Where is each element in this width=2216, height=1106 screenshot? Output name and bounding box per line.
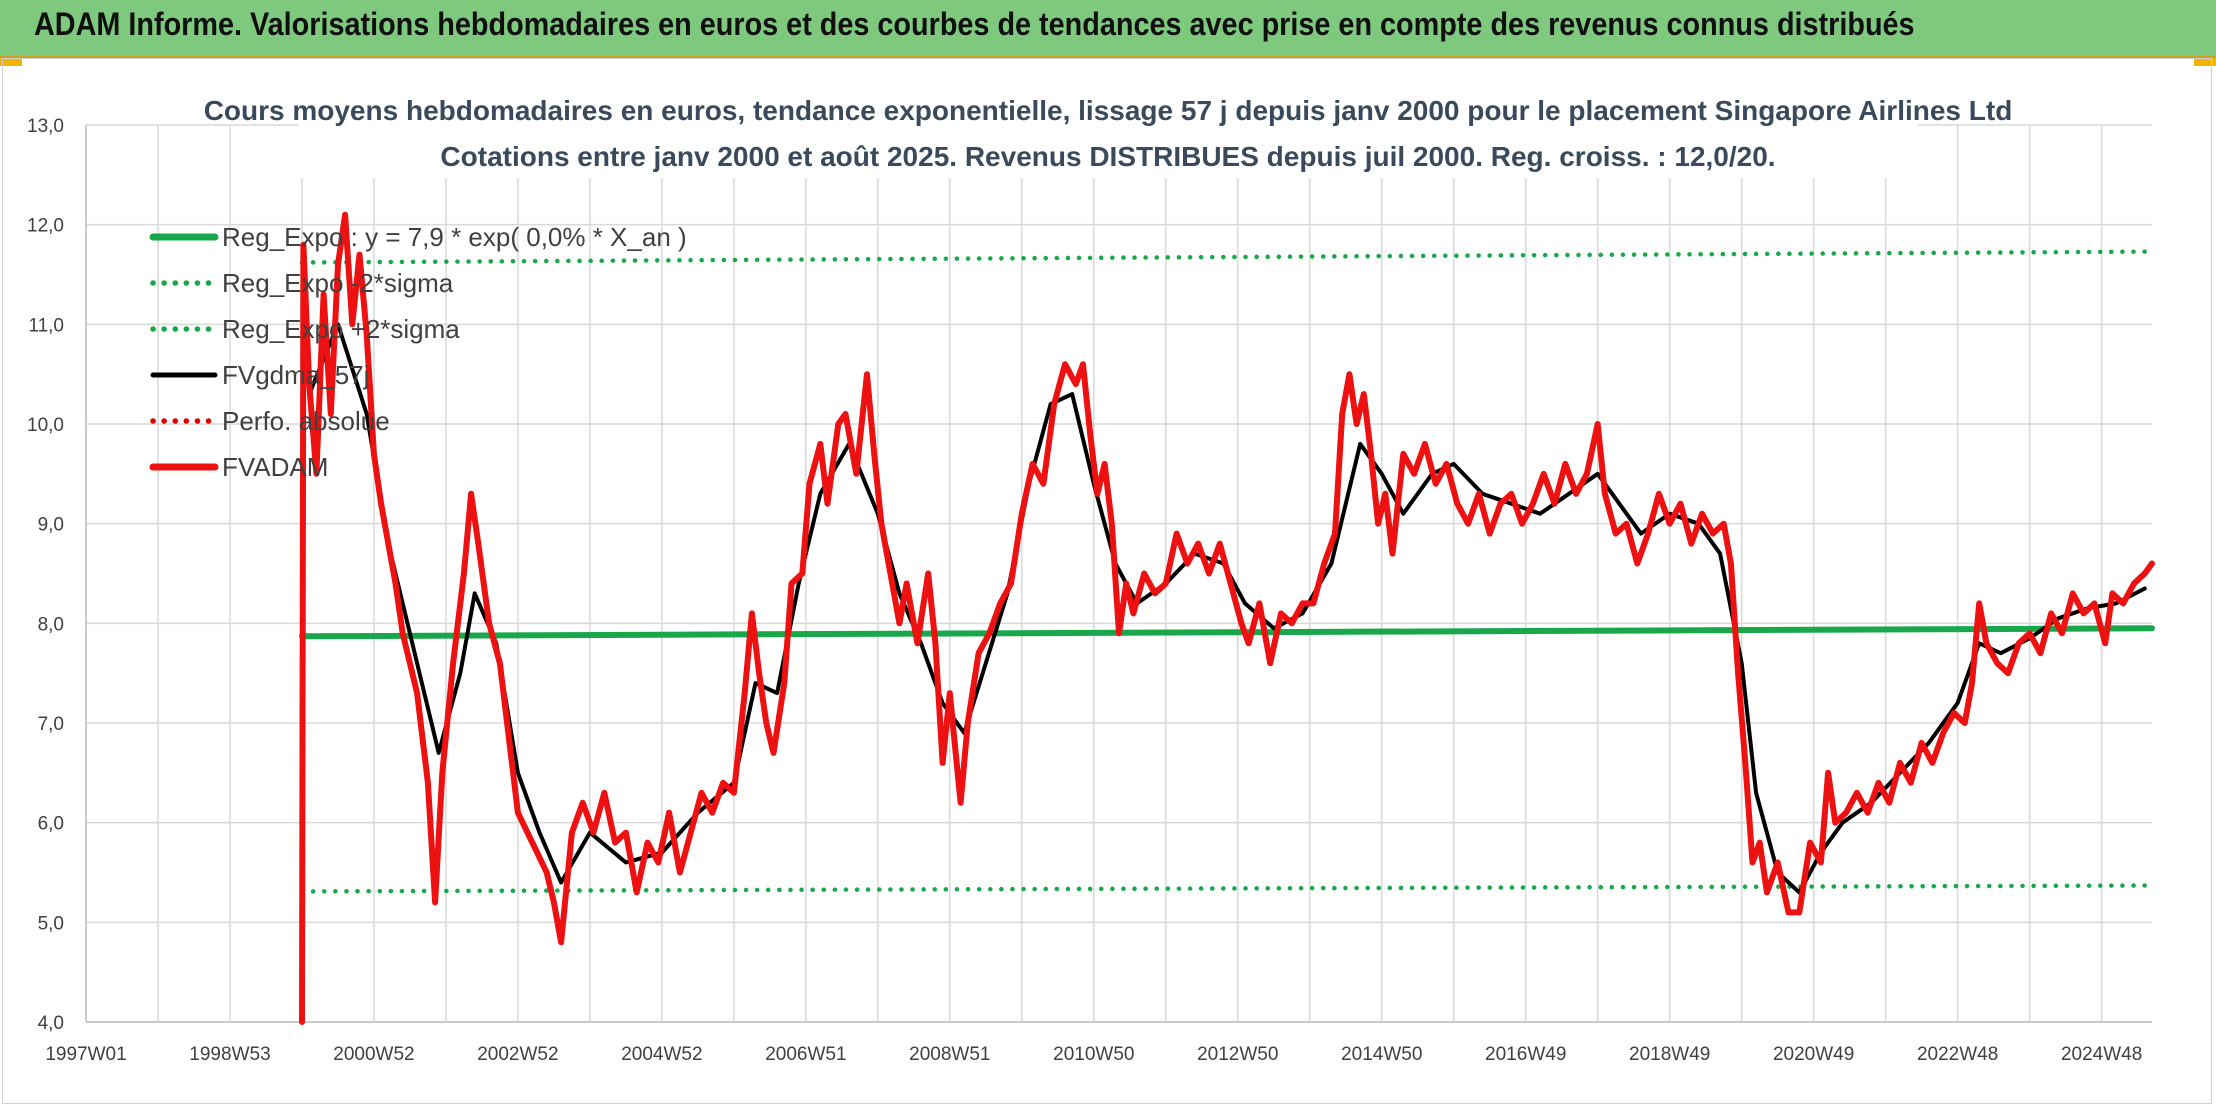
x-tick-label: 2008W51 xyxy=(909,1044,990,1065)
y-tick-label: 11,0 xyxy=(28,315,64,336)
series-layer xyxy=(299,211,2155,1025)
legend-label: Reg_Expo -2*sigma xyxy=(222,268,454,298)
chart-subtitle: Cotations entre janv 2000 et août 2025. … xyxy=(440,141,1775,172)
x-tick-label: 2018W49 xyxy=(1629,1044,1710,1065)
report-title: ADAM Informe. Valorisations hebdomadaire… xyxy=(34,6,1915,42)
x-tick-label: 2002W52 xyxy=(477,1044,558,1065)
y-tick-label: 5,0 xyxy=(38,913,64,934)
y-tick-label: 12,0 xyxy=(27,216,64,237)
x-tick-label: 1998W53 xyxy=(189,1044,270,1065)
chart-title: Cours moyens hebdomadaires en euros, ten… xyxy=(204,95,2013,126)
report-banner: ADAM Informe. Valorisations hebdomadaire… xyxy=(0,0,2216,58)
series-line-0 xyxy=(299,625,2155,640)
chart-frame xyxy=(2,58,2212,1104)
x-tick-label: 2014W50 xyxy=(1341,1044,1422,1065)
y-tick-label: 6,0 xyxy=(38,814,64,835)
y-tick-label: 7,0 xyxy=(38,714,64,735)
y-axis-ticks: 4,0 5,0 6,0 7,0 8,0 9,0 10,0 11,0 12,0 13,0 xyxy=(27,116,64,1034)
chart-legend: Reg_Expo : y = 7,9 * exp( 0,0% * X_an ) R… xyxy=(149,222,687,482)
x-tick-label: 2020W49 xyxy=(1773,1044,1854,1065)
x-tick-label: 2010W50 xyxy=(1053,1044,1134,1065)
y-tick-label: 9,0 xyxy=(38,515,64,536)
title-background xyxy=(298,92,1918,178)
legend-label: Perfo. absolue xyxy=(222,406,390,436)
y-tick-label: 13,0 xyxy=(27,116,64,137)
legend-label: Reg_Expo +2*sigma xyxy=(222,314,460,344)
corner-marker-left xyxy=(0,58,22,66)
y-tick-label: 10,0 xyxy=(27,415,64,436)
x-tick-label: 2022W48 xyxy=(1917,1044,1998,1065)
legend-label: FVgdma_57j xyxy=(222,360,369,390)
x-tick-label: 2012W50 xyxy=(1197,1044,1278,1065)
x-tick-label: 2016W49 xyxy=(1485,1044,1566,1065)
y-tick-label: 8,0 xyxy=(38,614,64,635)
x-axis-ticks: 1997W01 1998W53 2000W52 2002W52 2004W52 2006W… xyxy=(45,1044,2142,1065)
x-tick-label: 2006W51 xyxy=(765,1044,846,1065)
legend-label: Reg_Expo : y = 7,9 * exp( 0,0% * X_an ) xyxy=(222,222,687,252)
corner-marker-right xyxy=(2194,58,2216,66)
series-line-2 xyxy=(299,249,2155,265)
x-tick-label: 1997W01 xyxy=(45,1044,126,1065)
legend-label: FVADAM xyxy=(222,452,328,482)
x-tick-label: 2004W52 xyxy=(621,1044,702,1065)
x-tick-label: 2024W48 xyxy=(2061,1044,2142,1065)
y-tick-label: 4,0 xyxy=(38,1013,64,1034)
x-tick-label: 2000W52 xyxy=(333,1044,414,1065)
series-line-1 xyxy=(299,883,2155,894)
series-line-5 xyxy=(299,211,2155,1025)
